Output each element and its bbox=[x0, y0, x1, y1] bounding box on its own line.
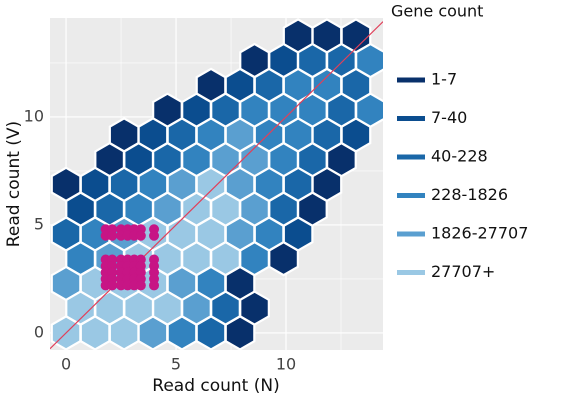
legend-label: 27707+ bbox=[431, 262, 495, 281]
plot-marks bbox=[50, 18, 383, 350]
hex-bin bbox=[108, 315, 140, 350]
x-axis-title: Read count (N) bbox=[152, 376, 279, 396]
point bbox=[135, 230, 146, 241]
hex-bin bbox=[210, 240, 241, 277]
point bbox=[135, 280, 146, 291]
hex-bin bbox=[355, 42, 383, 79]
hex-bin bbox=[79, 315, 111, 350]
y-axis-title: Read count (V) bbox=[4, 121, 24, 247]
legend-title: Gene count bbox=[391, 2, 483, 21]
labels: 0 5 10 0 5 10 1-7 7-40 40-228 228-1826 1826-27707 2… bbox=[24, 70, 529, 374]
x-tick-label: 10 bbox=[276, 355, 296, 374]
legend-label: 1-7 bbox=[431, 70, 457, 89]
hex-bin bbox=[355, 92, 383, 129]
legend-label: 40-228 bbox=[431, 147, 488, 166]
reference-line bbox=[50, 21, 383, 350]
point bbox=[107, 280, 118, 291]
y-tick-label: 0 bbox=[34, 322, 44, 341]
point bbox=[149, 230, 160, 241]
hex-bin bbox=[152, 290, 183, 326]
hex-bin bbox=[181, 240, 212, 277]
legend-label: 228-1826 bbox=[431, 185, 508, 204]
x-tick-label: 0 bbox=[61, 355, 71, 374]
point bbox=[107, 230, 118, 241]
y-tick-label: 5 bbox=[34, 214, 44, 233]
hex-bin bbox=[181, 290, 212, 326]
legend-label: 1826-27707 bbox=[431, 224, 528, 243]
point bbox=[149, 280, 160, 291]
y-tick-label: 10 bbox=[24, 106, 44, 125]
legend-label: 7-40 bbox=[431, 108, 467, 127]
x-tick-label: 5 bbox=[171, 355, 181, 374]
